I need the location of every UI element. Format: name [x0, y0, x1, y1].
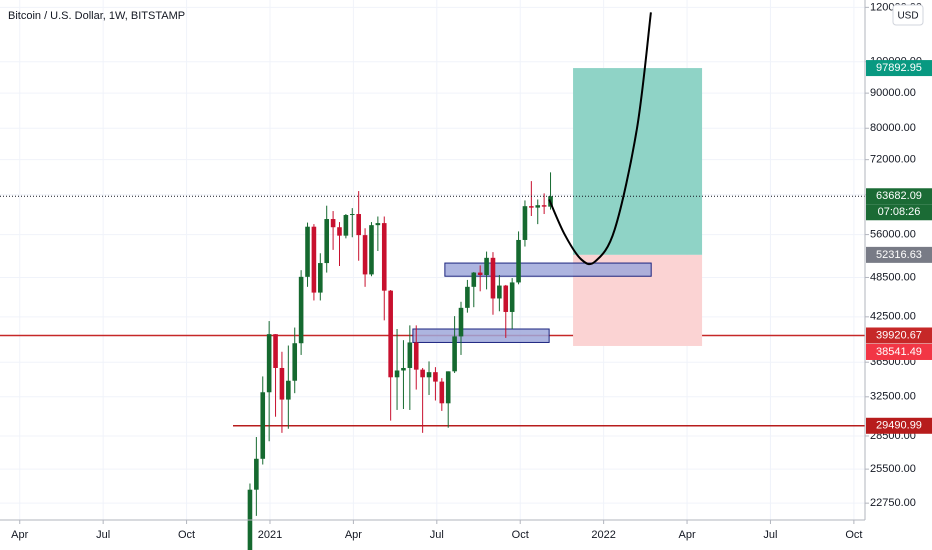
candle-body [541, 205, 547, 207]
x-tick-label: Apr [11, 529, 28, 541]
price-label: 63682.09 [876, 190, 922, 202]
candle-body [439, 381, 445, 404]
candle-body [318, 263, 323, 293]
x-tick-label: Apr [345, 529, 362, 541]
currency-button[interactable] [892, 4, 924, 26]
price-label-bg [866, 60, 932, 77]
candle-body [279, 367, 285, 400]
price-label-bg [866, 417, 932, 434]
x-tick-label: Apr [678, 529, 695, 541]
candle-body [458, 307, 464, 337]
candle-body [311, 226, 317, 293]
x-tick-label: 2021 [258, 529, 282, 541]
candle-body [254, 458, 259, 490]
y-tick-label: 72000.00 [870, 154, 916, 166]
candle-body [516, 239, 521, 283]
candle-body [305, 226, 310, 277]
price-label-bg [866, 343, 932, 360]
price-label: 29490.99 [876, 420, 922, 432]
candle-body [330, 219, 336, 228]
candle-body [369, 225, 374, 275]
candle-body [445, 371, 451, 404]
candle-body [420, 369, 425, 378]
candle-body [356, 214, 361, 236]
x-tick-label: Oct [178, 529, 195, 541]
candle-body [529, 206, 534, 208]
candle-body [381, 223, 387, 291]
y-tick-label: 22750.00 [870, 497, 916, 509]
x-tick-label: Oct [512, 529, 529, 541]
y-tick-label: 56000.00 [870, 228, 916, 240]
candle-body [260, 392, 266, 459]
candle-body [343, 215, 349, 236]
price-label: 97892.95 [876, 62, 922, 74]
candle-body [503, 285, 509, 312]
x-tick-label: Jul [430, 529, 444, 541]
price-label: 52316.63 [876, 249, 922, 261]
candle-body [426, 372, 432, 378]
y-tick-label: 32500.00 [870, 391, 916, 403]
candle-body [292, 343, 298, 381]
candle-body [362, 235, 368, 275]
candle-body [337, 227, 342, 236]
candle-body [509, 282, 515, 312]
price-label-bg [866, 246, 932, 263]
candle-body [471, 272, 477, 287]
candle-body [484, 257, 489, 276]
candle-body [497, 285, 502, 299]
candle-body [413, 342, 419, 370]
price-label: 39920.67 [876, 329, 922, 341]
countdown: 07:08:26 [878, 206, 921, 218]
chart-title: Bitcoin / U.S. Dollar, 1W, BITSTAMP [8, 10, 185, 22]
candle-body [286, 380, 291, 400]
candle-body [407, 342, 413, 368]
currency-label[interactable]: USD [897, 11, 918, 22]
x-tick-label: Jul [96, 529, 110, 541]
profit-zone [573, 68, 703, 255]
candle-body [465, 286, 470, 308]
x-tick-label: Oct [845, 529, 862, 541]
y-tick-label: 25500.00 [870, 463, 916, 475]
candle-body [401, 367, 406, 371]
candle-body [522, 206, 528, 240]
candle-body [324, 219, 330, 264]
y-tick-label: 90000.00 [870, 87, 916, 99]
price-label-bg [866, 327, 932, 344]
candle-body [477, 272, 483, 276]
candle-body [490, 257, 496, 299]
candle-body [298, 276, 304, 344]
candle-body [394, 370, 400, 378]
candle-body [375, 223, 381, 226]
x-tick-label: Jul [763, 529, 777, 541]
candle-body [452, 336, 457, 372]
projection-curve [548, 12, 652, 266]
x-tick-label: 2022 [591, 529, 615, 541]
price-label: 38541.49 [876, 346, 922, 358]
countdown-bg [866, 204, 932, 221]
candle-body [388, 290, 393, 378]
candle-body [266, 334, 272, 393]
candle-body [433, 372, 438, 382]
price-label-bg [866, 188, 932, 205]
y-tick-label: 80000.00 [870, 122, 916, 134]
zone [412, 328, 550, 343]
candle-body [273, 334, 278, 368]
y-tick-label: 42500.00 [870, 311, 916, 323]
y-tick-label: 48500.00 [870, 271, 916, 283]
candle-body [535, 205, 541, 208]
zone [444, 262, 652, 277]
candle-body [349, 214, 355, 216]
